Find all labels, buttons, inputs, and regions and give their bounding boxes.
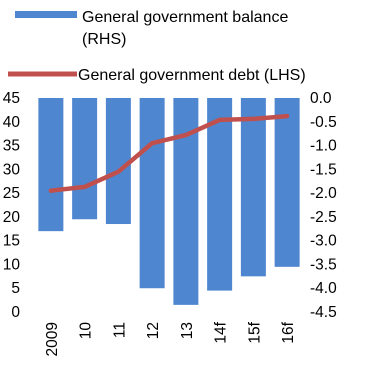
left-tick-25: 25 (3, 185, 20, 202)
legend-label-balance-line1: General government balance (82, 9, 288, 26)
point-debt-11 (117, 170, 120, 173)
point-debt-10 (83, 186, 86, 188)
bar-2009 (38, 98, 64, 232)
left-tick-0: 0 (11, 304, 20, 321)
left-tick-35: 35 (3, 138, 20, 155)
bar-10 (72, 98, 98, 220)
point-debt-2009 (50, 189, 52, 192)
point-debt-16f (286, 115, 288, 117)
x-tick-10: 10 (78, 322, 95, 340)
x-tick-16f: 16f (280, 321, 297, 343)
right-tick--4.0: -4.0 (310, 280, 337, 297)
point-debt-12 (151, 142, 153, 144)
right-tick--3.0: -3.0 (310, 233, 337, 250)
bar-11 (105, 98, 131, 225)
legend: General government balance (RHS) General… (8, 9, 306, 84)
legend-swatch-balance (15, 11, 77, 18)
x-tick-2009: 2009 (44, 322, 61, 356)
point-debt-14f (218, 119, 221, 121)
x-tick-13: 13 (179, 322, 196, 339)
left-tick-10: 10 (3, 256, 21, 273)
bar-14f (207, 98, 233, 291)
right-tick--3.5: -3.5 (310, 256, 337, 273)
x-tick-14f: 14f (213, 321, 230, 343)
right-tick--0.5: -0.5 (310, 114, 337, 131)
right-tick--1.0: -1.0 (310, 138, 337, 155)
bar-16f (274, 98, 300, 267)
legend-label-debt: General government debt (LHS) (78, 67, 306, 84)
x-tick-15f: 15f (246, 321, 263, 343)
point-debt-15f (252, 118, 255, 120)
right-tick-0.0: 0.0 (310, 90, 332, 107)
bar-15f (240, 98, 266, 277)
plot-area: 0 5 10 15 20 25 30 35 40 45 -4.5 -4.0 -3.5 -3.0 -2.5 -2… (3, 90, 337, 356)
line-debt (48, 113, 290, 193)
point-debt-13 (185, 134, 187, 136)
left-tick-20: 20 (3, 209, 21, 226)
right-tick--1.5: -1.5 (310, 161, 337, 178)
left-tick-40: 40 (3, 114, 21, 131)
right-tick--2.5: -2.5 (310, 209, 337, 226)
right-tick--2.0: -2.0 (310, 185, 337, 202)
x-tick-12: 12 (145, 322, 162, 339)
legend-label-balance-line2: (RHS) (82, 31, 126, 48)
left-tick-5: 5 (11, 280, 20, 297)
left-tick-30: 30 (3, 161, 21, 178)
left-tick-15: 15 (3, 233, 20, 250)
bar-12 (139, 98, 165, 289)
left-tick-45: 45 (3, 90, 20, 107)
x-tick-11: 11 (111, 322, 128, 338)
right-tick--4.5: -4.5 (310, 304, 337, 321)
